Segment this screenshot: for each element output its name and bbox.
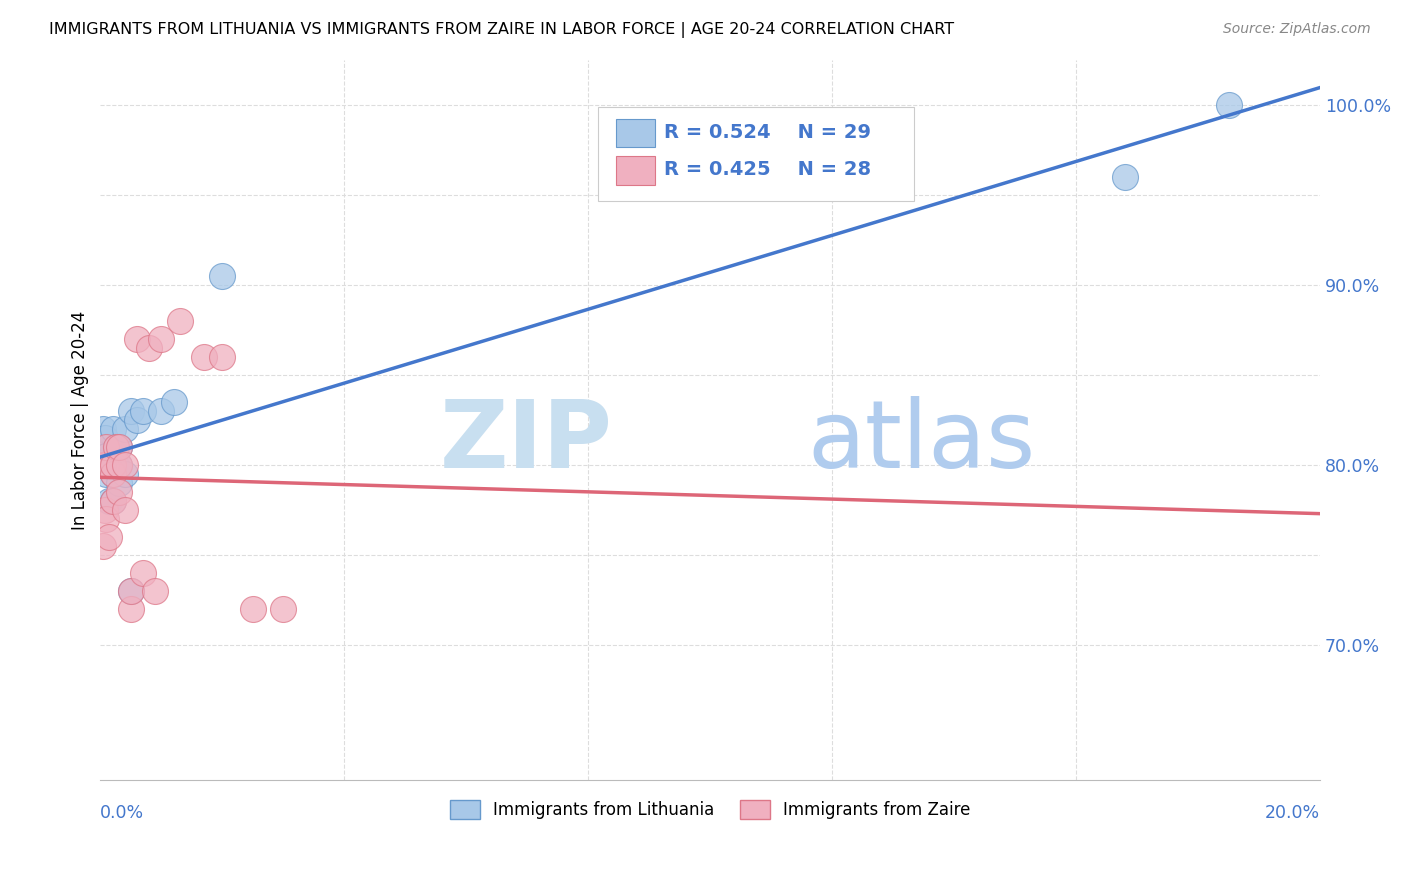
Point [120,584,142,599]
Text: 20.0%: 20.0% [1265,804,1320,822]
Point [101,458,124,472]
Point [150,404,173,418]
Point [96,458,118,472]
Point [93,458,115,472]
Point [93,440,115,454]
Point [132,404,155,418]
Point [107,458,129,472]
Point [114,467,136,481]
Point [125,332,148,346]
Point [120,602,142,616]
Point [98,530,121,544]
Point [125,413,148,427]
Point [96,458,118,472]
Text: R = 0.524    N = 29: R = 0.524 N = 29 [664,122,870,142]
Point [107,458,129,472]
Point [120,584,142,599]
Point [242,602,264,616]
Legend: Immigrants from Lithuania, Immigrants from Zaire: Immigrants from Lithuania, Immigrants fr… [443,794,977,826]
Point [93,422,115,436]
Point [107,485,129,500]
Point [98,458,121,472]
Point [1218,97,1240,112]
Point [94,431,117,445]
Point [104,440,127,454]
Point [138,341,160,355]
Point [107,440,129,454]
Y-axis label: In Labor Force | Age 20-24: In Labor Force | Age 20-24 [72,310,89,530]
Text: 0.0%: 0.0% [100,804,145,822]
Point [96,440,118,454]
Point [193,350,215,364]
Point [96,449,118,463]
Point [96,512,118,526]
Text: atlas: atlas [808,395,1036,488]
Point [96,467,118,481]
Point [120,404,142,418]
Point [101,494,124,508]
Point [132,566,155,580]
Text: ZIP: ZIP [440,395,613,488]
Point [150,332,173,346]
Point [93,458,115,472]
Point [101,467,124,481]
Point [143,584,166,599]
Point [114,503,136,517]
Point [162,395,184,409]
Point [114,458,136,472]
Point [114,422,136,436]
Point [104,440,127,454]
Point [271,602,294,616]
Text: Source: ZipAtlas.com: Source: ZipAtlas.com [1223,22,1371,37]
Point [94,449,117,463]
Point [101,467,124,481]
Point [101,494,124,508]
Point [211,350,233,364]
Text: R = 0.425    N = 28: R = 0.425 N = 28 [664,160,870,179]
Point [107,440,129,454]
Point [101,422,124,436]
Point [169,314,191,328]
Text: IMMIGRANTS FROM LITHUANIA VS IMMIGRANTS FROM ZAIRE IN LABOR FORCE | AGE 20-24 CO: IMMIGRANTS FROM LITHUANIA VS IMMIGRANTS … [49,22,955,38]
Point [107,475,129,490]
Point [1114,169,1136,184]
Point [94,503,117,517]
Point [98,494,121,508]
Point [211,268,233,283]
Point [104,458,127,472]
Point [93,539,115,553]
